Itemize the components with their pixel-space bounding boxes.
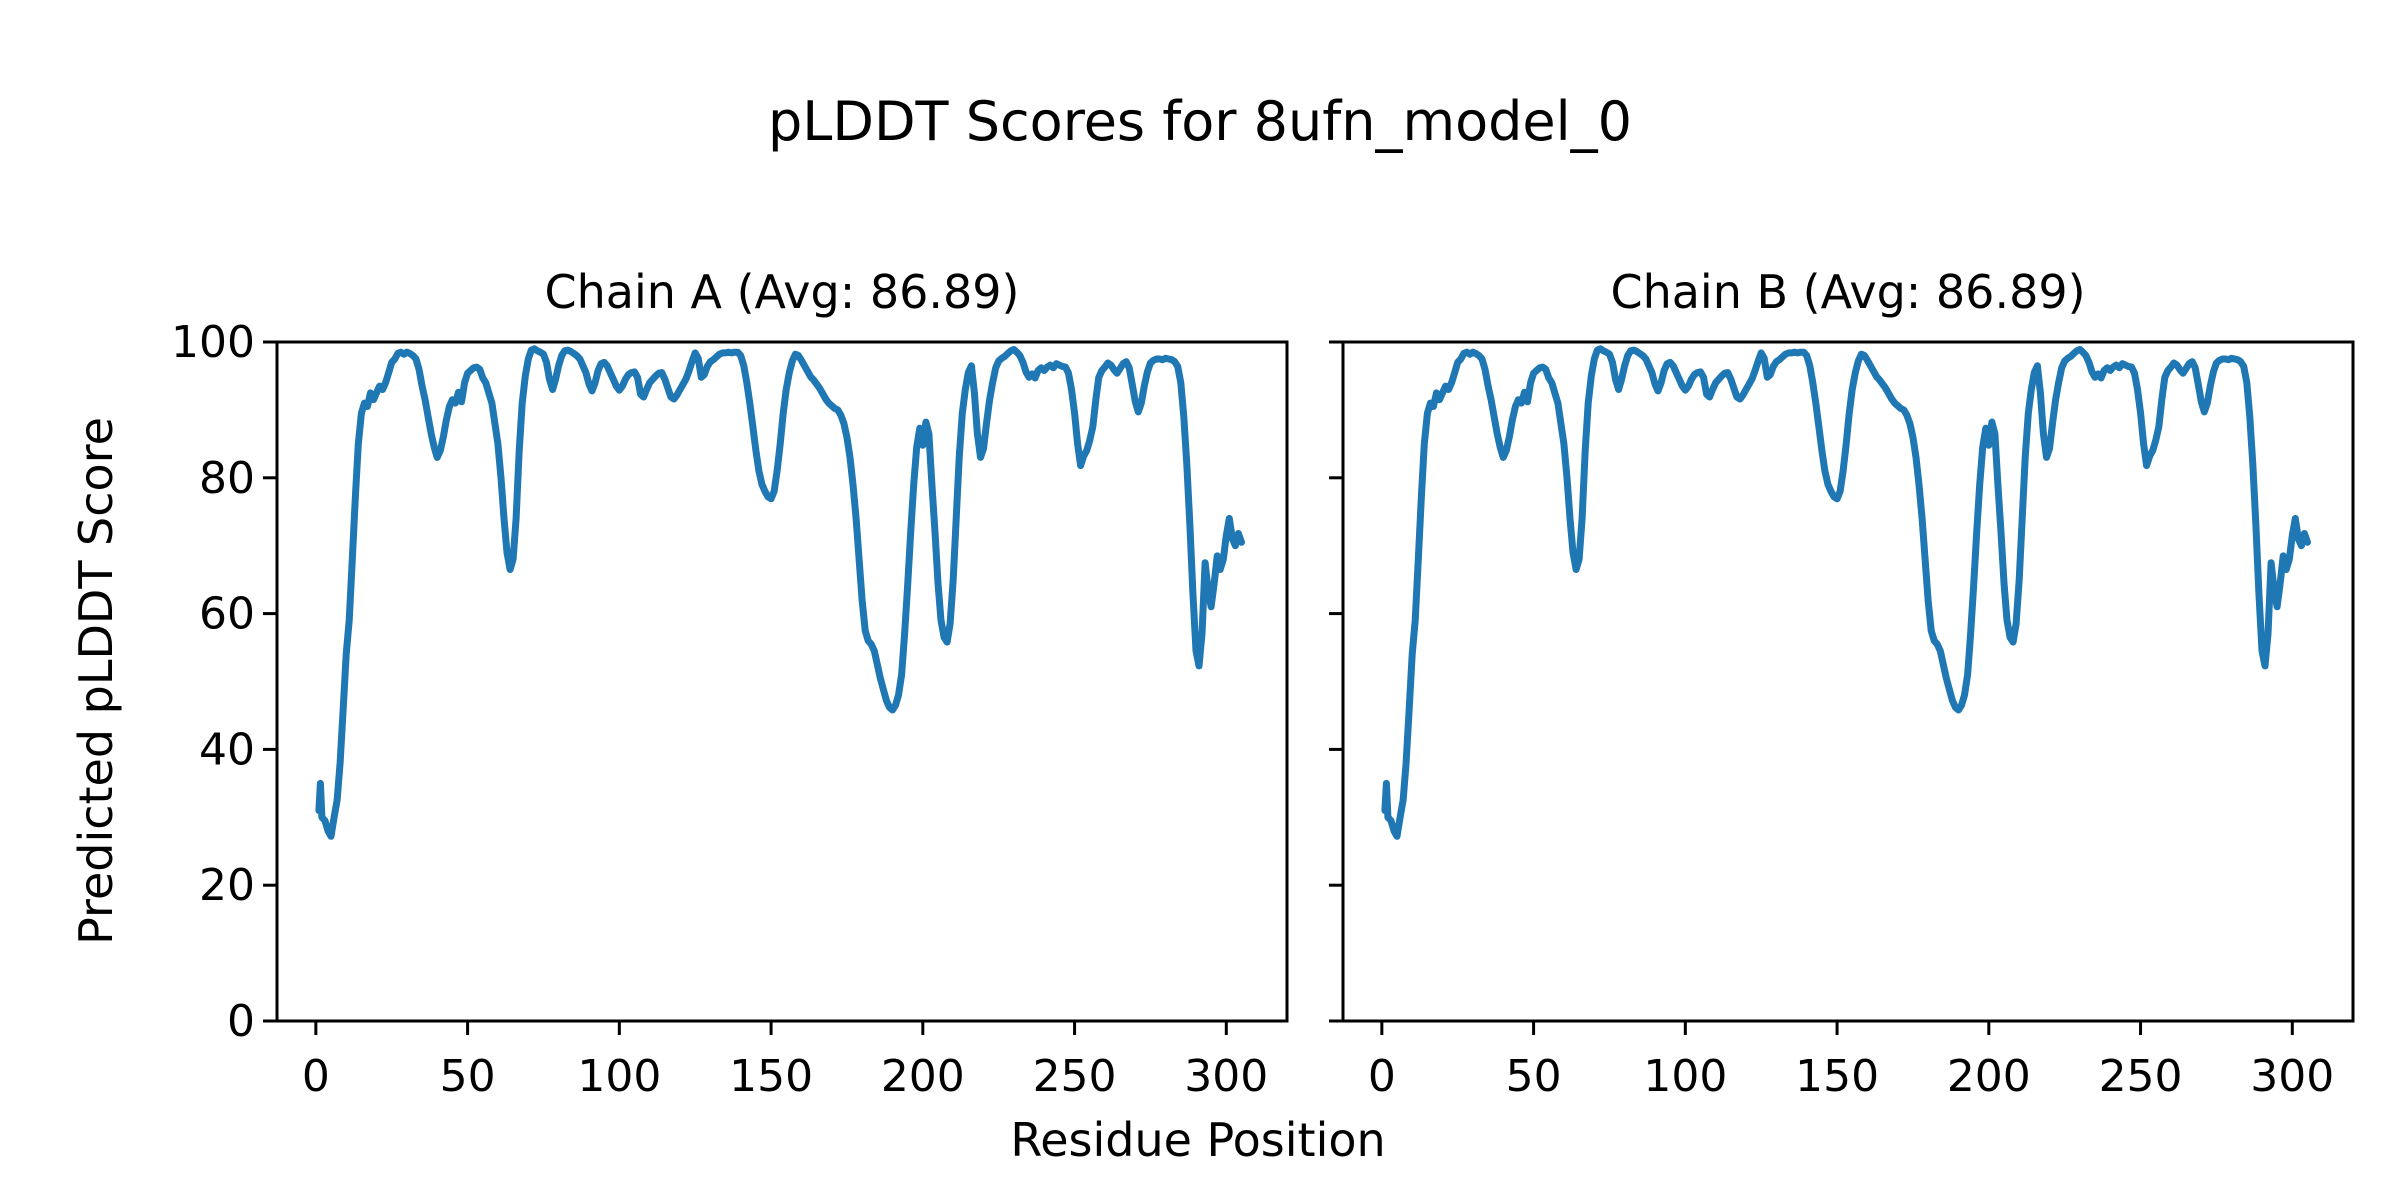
axis-ticks-chain-a: 0 50 100 150 200 250 300 0 20 40 60 80 100 <box>171 317 1268 1102</box>
y-tick-label: 100 <box>171 317 255 368</box>
y-axis-label: Predicted pLDDT Score <box>69 417 123 945</box>
axis-ticks-chain-b: 0 50 100 150 200 250 300 <box>1329 340 2334 1102</box>
y-tick-label: 0 <box>227 996 255 1047</box>
x-tick-label: 250 <box>1033 1051 1117 1102</box>
x-tick-label: 250 <box>2099 1051 2183 1102</box>
x-tick-label: 50 <box>1506 1051 1562 1102</box>
x-tick-label: 100 <box>1643 1051 1727 1102</box>
panel-title-chain-b: Chain B (Avg: 86.89) <box>1610 265 2085 319</box>
panel-title-chain-a: Chain A (Avg: 86.89) <box>544 265 1019 319</box>
x-tick-label: 150 <box>1795 1051 1879 1102</box>
y-tick-label: 80 <box>199 453 255 504</box>
y-tick-label: 60 <box>199 589 255 640</box>
y-tick-label: 40 <box>199 724 255 775</box>
y-tick-label: 20 <box>199 860 255 911</box>
x-tick-label: 200 <box>1947 1051 2031 1102</box>
x-tick-label: 200 <box>881 1051 965 1102</box>
plddt-line-chain-a <box>315 345 1245 840</box>
plot-border-chain-a <box>275 340 1289 1023</box>
x-tick-label: 150 <box>729 1051 813 1102</box>
x-tick-label: 300 <box>1184 1051 1268 1102</box>
panel-chain-b: 0 50 100 150 200 250 300 Chain B (Avg: 86.89) <box>1329 265 2355 1102</box>
x-tick-label: 0 <box>302 1051 330 1102</box>
x-tick-label: 300 <box>2250 1051 2334 1102</box>
figure-title: pLDDT Scores for 8ufn_model_0 <box>768 90 1632 153</box>
x-tick-label: 50 <box>440 1051 496 1102</box>
plot-border-chain-b <box>1341 340 2355 1023</box>
x-tick-label: 0 <box>1368 1051 1396 1102</box>
x-tick-label: 100 <box>577 1051 661 1102</box>
panel-chain-a: 0 50 100 150 200 250 300 0 20 40 60 80 100 Chain A (… <box>171 265 1289 1102</box>
plddt-line-chain-b <box>1381 345 2311 840</box>
x-axis-label: Residue Position <box>1010 1113 1385 1167</box>
